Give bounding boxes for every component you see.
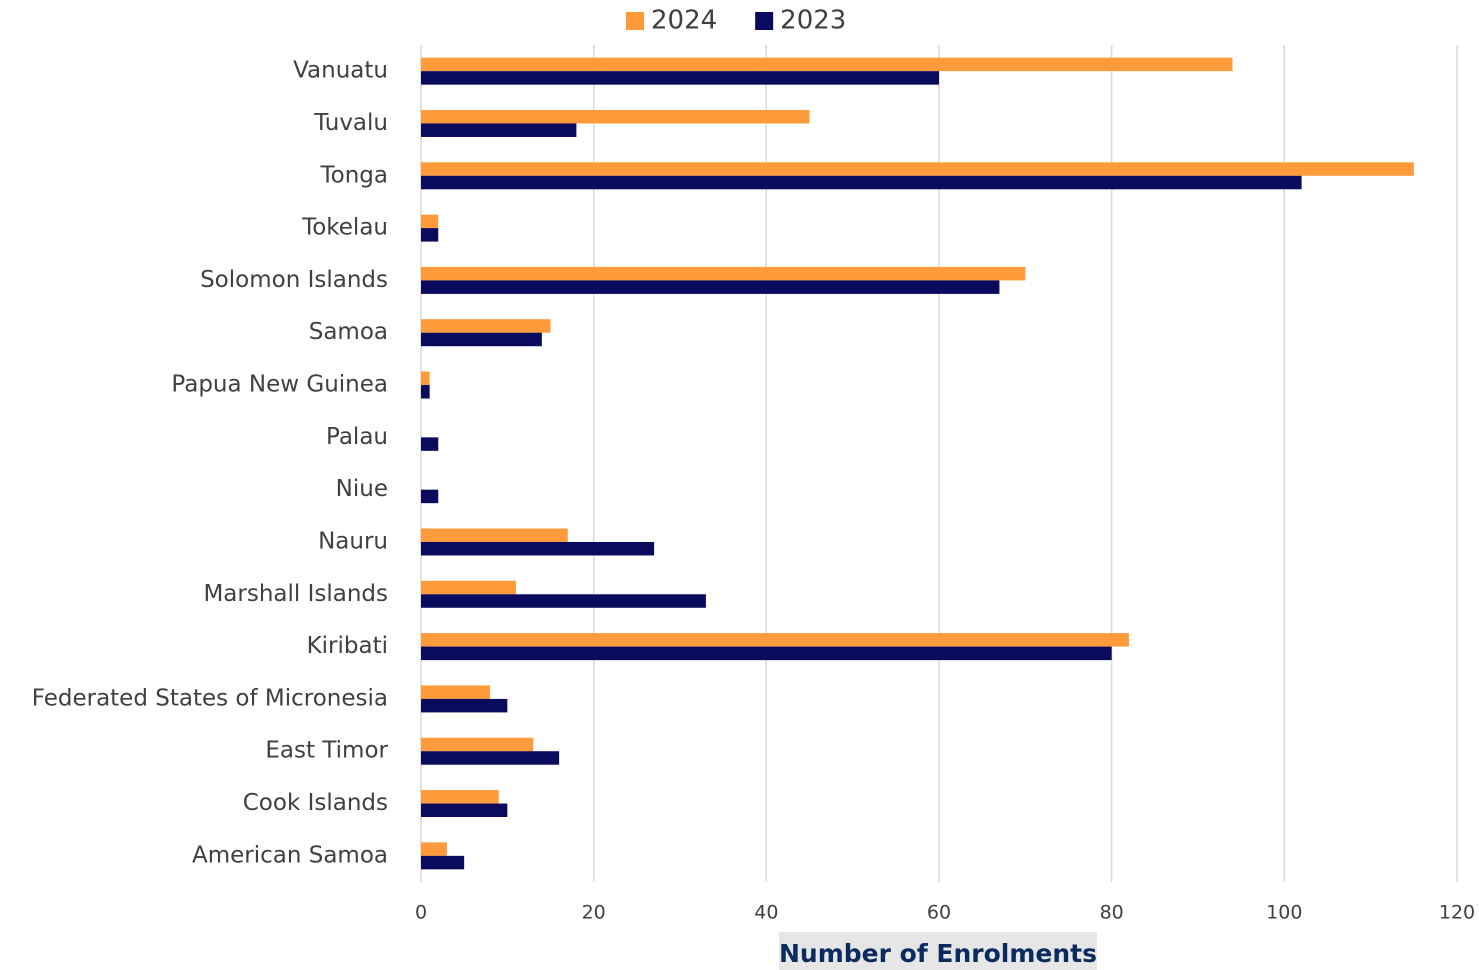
y-tick-label: Samoa [309, 319, 388, 345]
bar [421, 685, 491, 699]
bar [421, 646, 1112, 661]
legend-swatch [755, 12, 774, 30]
bar [421, 371, 430, 386]
x-axis-title-box [779, 932, 1097, 970]
x-tick-label: 100 [1266, 902, 1302, 924]
bar [421, 751, 560, 765]
x-tick-label: 80 [1100, 902, 1124, 924]
bar [421, 71, 939, 85]
x-tick-label: 20 [582, 902, 606, 924]
x-tick-label: 120 [1439, 902, 1475, 924]
x-tick-label: 60 [927, 902, 951, 924]
bar [421, 437, 439, 451]
bar [421, 633, 1129, 647]
legend-swatch [626, 12, 644, 30]
y-tick-label: Kiribati [307, 633, 388, 659]
y-tick-label: Cook Islands [243, 790, 388, 816]
y-tick-label: Tonga [320, 162, 388, 188]
bar [421, 162, 1414, 176]
bar [421, 842, 447, 856]
y-tick-label: Federated States of Micronesia [32, 685, 388, 711]
y-tick-label: Papua New Guinea [171, 372, 388, 398]
bar [421, 541, 655, 556]
bar [421, 109, 810, 124]
bar [421, 123, 577, 137]
bar [421, 319, 551, 333]
y-tick-label: Vanuatu [293, 58, 388, 84]
bar [421, 790, 499, 804]
bar [421, 266, 1026, 281]
x-axis-title: Number of Enrolments [779, 939, 1097, 968]
y-tick-label: Tokelau [301, 215, 388, 241]
y-tick-label: Marshall Islands [203, 581, 388, 607]
legend-label: 2023 [780, 6, 846, 36]
bar [421, 698, 508, 713]
x-tick-label: 0 [415, 902, 427, 924]
bar [421, 855, 465, 870]
bar [421, 280, 1000, 294]
bar [421, 803, 508, 818]
bar [421, 580, 516, 595]
x-tick-label: 40 [754, 902, 778, 924]
y-tick-label: Niue [336, 476, 388, 502]
legend-label: 2024 [651, 6, 717, 36]
bar [421, 332, 542, 347]
bar [421, 594, 706, 608]
bar [421, 737, 534, 752]
bar [421, 175, 1302, 190]
y-tick-label: East Timor [265, 738, 388, 764]
bar [421, 57, 1233, 72]
y-tick-label: Palau [326, 424, 388, 450]
bar [421, 489, 439, 504]
y-tick-label: Solomon Islands [200, 267, 388, 293]
bar [421, 228, 439, 242]
y-tick-label: American Samoa [192, 842, 388, 868]
y-tick-label: Nauru [318, 528, 388, 554]
bar [421, 385, 430, 399]
y-tick-label: Tuvalu [313, 110, 388, 136]
bar [421, 528, 568, 542]
bar [421, 214, 439, 229]
